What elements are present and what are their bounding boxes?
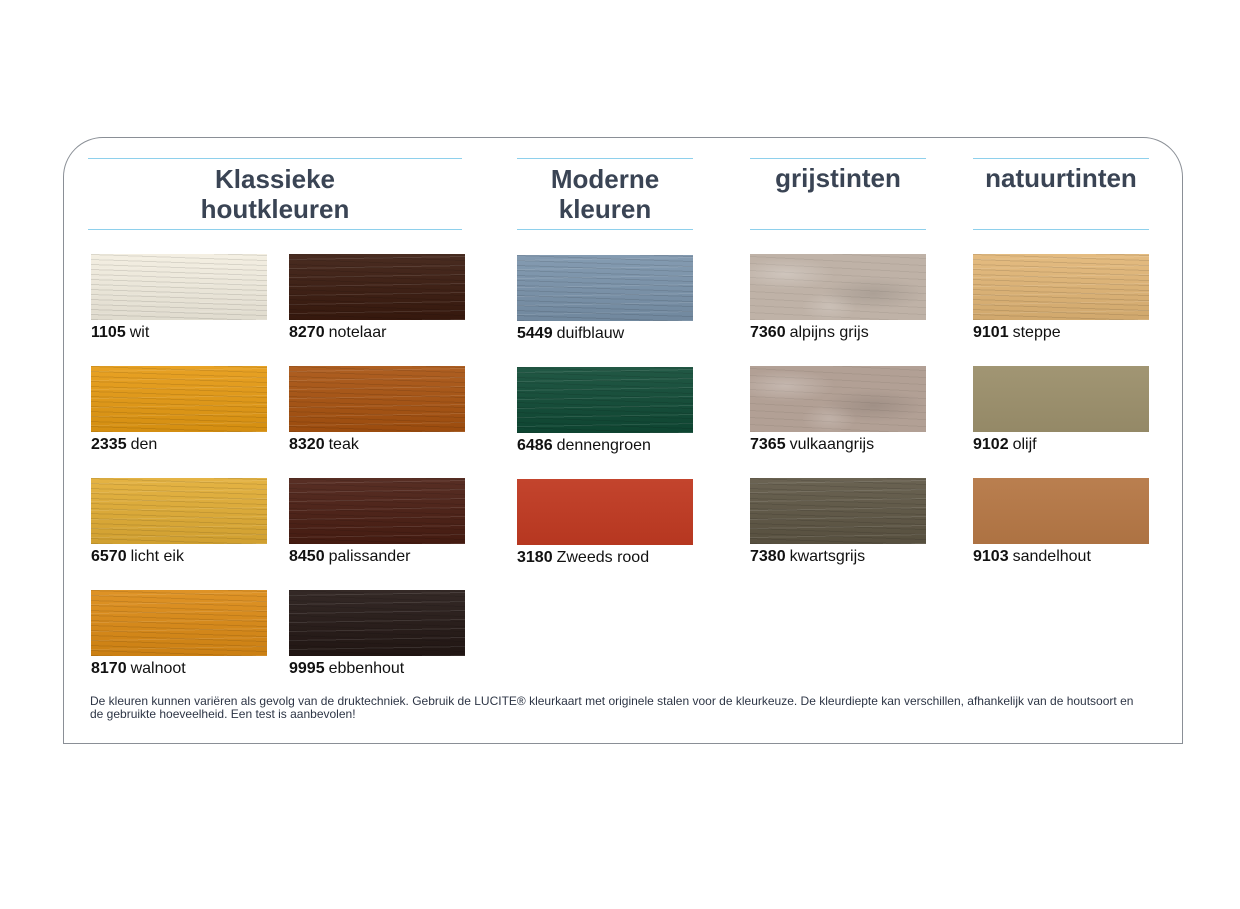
swatch-texture xyxy=(750,254,926,320)
swatch-code: 7380 xyxy=(750,548,786,565)
swatch-name: Zweeds rood xyxy=(556,549,650,566)
swatch-texture xyxy=(289,590,465,656)
swatch-code: 2335 xyxy=(91,436,127,453)
swatch-label-8450: 8450 palissander xyxy=(289,547,410,567)
swatch-label-6486: 6486 dennengroen xyxy=(517,436,651,456)
swatch-9101 xyxy=(973,254,1149,320)
swatch-name: steppe xyxy=(1012,324,1061,341)
swatch-8270 xyxy=(289,254,465,320)
swatch-code: 9103 xyxy=(973,548,1009,565)
swatch-name: ebbenhout xyxy=(328,660,405,677)
heading-modern-line2: kleuren xyxy=(558,194,652,224)
swatch-label-3180: 3180 Zweeds rood xyxy=(517,548,649,568)
swatch-code: 5449 xyxy=(517,325,553,342)
swatch-texture xyxy=(289,478,465,544)
swatch-code: 7360 xyxy=(750,324,786,341)
swatch-code: 8320 xyxy=(289,436,325,453)
swatch-5449 xyxy=(517,255,693,321)
swatch-code: 7365 xyxy=(750,436,786,453)
swatch-7365 xyxy=(750,366,926,432)
heading-classic-line1: Klassieke xyxy=(215,164,335,194)
swatch-label-9995: 9995 ebbenhout xyxy=(289,659,404,679)
swatch-texture xyxy=(517,367,693,433)
heading-grey-tints: grijstinten xyxy=(750,158,926,230)
swatch-texture xyxy=(973,478,1149,544)
swatch-7380 xyxy=(750,478,926,544)
swatch-texture xyxy=(750,366,926,432)
swatch-name: notelaar xyxy=(328,324,387,341)
swatch-name: licht eik xyxy=(130,548,184,565)
swatch-code: 9995 xyxy=(289,660,325,677)
swatch-label-7365: 7365 vulkaangrijs xyxy=(750,435,874,455)
swatch-6570 xyxy=(91,478,267,544)
heading-nature-tints: natuurtinten xyxy=(973,158,1149,230)
swatch-name: duifblauw xyxy=(556,325,625,342)
swatch-3180 xyxy=(517,479,693,545)
swatch-label-8170: 8170 walnoot xyxy=(91,659,186,679)
swatch-texture xyxy=(973,366,1149,432)
swatch-name: teak xyxy=(328,436,359,453)
swatch-texture xyxy=(91,590,267,656)
swatch-9995 xyxy=(289,590,465,656)
heading-grey-text: grijstinten xyxy=(775,163,901,193)
swatch-label-9102: 9102 olijf xyxy=(973,435,1037,455)
swatch-8170 xyxy=(91,590,267,656)
swatch-texture xyxy=(91,478,267,544)
swatch-8320 xyxy=(289,366,465,432)
heading-modern-colors: Moderne kleuren xyxy=(517,158,693,230)
swatch-label-9103: 9103 sandelhout xyxy=(973,547,1091,567)
swatch-name: sandelhout xyxy=(1012,548,1091,565)
swatch-code: 8170 xyxy=(91,660,127,677)
heading-classic-wood-colors: Klassieke houtkleuren xyxy=(88,158,462,230)
swatch-label-7360: 7360 alpijns grijs xyxy=(750,323,869,343)
swatch-name: vulkaangrijs xyxy=(789,436,875,453)
swatch-label-7380: 7380 kwartsgrijs xyxy=(750,547,865,567)
swatch-texture xyxy=(517,255,693,321)
swatch-label-9101: 9101 steppe xyxy=(973,323,1061,343)
swatch-9103 xyxy=(973,478,1149,544)
swatch-texture xyxy=(289,254,465,320)
swatch-8450 xyxy=(289,478,465,544)
swatch-name: kwartsgrijs xyxy=(789,548,866,565)
swatch-code: 1105 xyxy=(91,324,126,341)
swatch-name: palissander xyxy=(328,548,411,565)
swatch-texture xyxy=(517,479,693,545)
swatch-label-8320: 8320 teak xyxy=(289,435,359,455)
swatch-label-1105: 1105 wit xyxy=(91,323,149,343)
swatch-2335 xyxy=(91,366,267,432)
swatch-code: 9101 xyxy=(973,324,1009,341)
swatch-label-6570: 6570 licht eik xyxy=(91,547,184,567)
footnote-disclaimer: De kleuren kunnen variëren als gevolg va… xyxy=(90,694,1134,721)
swatch-code: 8270 xyxy=(289,324,325,341)
swatch-9102 xyxy=(973,366,1149,432)
swatch-6486 xyxy=(517,367,693,433)
swatch-code: 9102 xyxy=(973,436,1009,453)
swatch-label-8270: 8270 notelaar xyxy=(289,323,386,343)
swatch-name: alpijns grijs xyxy=(789,324,869,341)
swatch-name: den xyxy=(130,436,158,453)
heading-modern-line1: Moderne xyxy=(550,164,660,194)
swatch-code: 3180 xyxy=(517,549,553,566)
swatch-label-2335: 2335 den xyxy=(91,435,157,455)
swatch-code: 6570 xyxy=(91,548,127,565)
swatch-7360 xyxy=(750,254,926,320)
swatch-texture xyxy=(289,366,465,432)
swatch-code: 8450 xyxy=(289,548,325,565)
swatch-texture xyxy=(750,478,926,544)
swatch-name: dennengroen xyxy=(556,437,651,454)
swatch-texture xyxy=(91,366,267,432)
swatch-texture xyxy=(91,254,267,320)
swatch-texture xyxy=(973,254,1149,320)
swatch-label-5449: 5449 duifblauw xyxy=(517,324,624,344)
swatch-name: walnoot xyxy=(130,660,186,677)
swatch-code: 6486 xyxy=(517,437,553,454)
swatch-1105 xyxy=(91,254,267,320)
heading-classic-line2: houtkleuren xyxy=(200,194,350,224)
swatch-name: olijf xyxy=(1012,436,1037,453)
swatch-name: wit xyxy=(129,324,150,341)
heading-nature-text: natuurtinten xyxy=(985,163,1137,193)
